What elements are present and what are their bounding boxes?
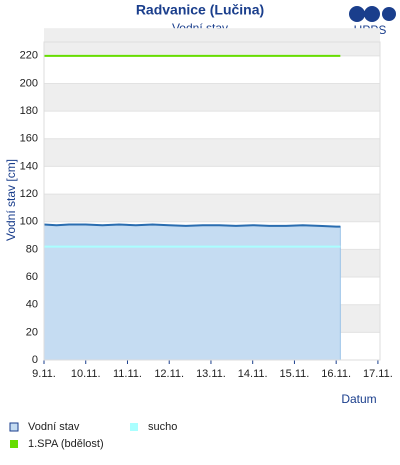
chart-title: Radvanice (Lučina) — [136, 2, 264, 18]
x-tick-label: 9.11. — [32, 368, 56, 380]
grid-band — [44, 194, 380, 222]
y-tick-label: 0 — [32, 354, 38, 366]
legend-label: Vodní stav — [28, 421, 80, 433]
area — [43, 223, 341, 361]
y-tick-label: 140 — [20, 160, 38, 172]
legend-label: sucho — [148, 421, 177, 433]
line — [43, 223, 341, 228]
grid-band — [44, 83, 380, 112]
legend-swatch — [10, 440, 18, 448]
x-axis-label: Datum — [341, 392, 376, 406]
x-tick-label: 11.11. — [113, 368, 142, 380]
y-tick-label: 60 — [26, 271, 38, 283]
legend-swatch — [130, 423, 138, 431]
x-tick-label: 12.11. — [154, 368, 184, 380]
y-tick-label: 180 — [20, 105, 38, 117]
x-tick-label: 14.11. — [238, 368, 268, 380]
y-tick-label: 120 — [20, 188, 38, 200]
x-tick-label: 16.11. — [321, 368, 351, 380]
y-tick-label: 20 — [26, 326, 38, 338]
logo-circle — [364, 6, 380, 22]
plot-border — [43, 41, 381, 361]
y-tick-label: 200 — [20, 77, 38, 89]
y-axis-label: Vodní stav [cm] — [4, 159, 18, 241]
y-tick-label: 80 — [26, 243, 38, 255]
logo-circle — [349, 6, 365, 22]
y-tick-label: 160 — [20, 133, 38, 145]
legend-label: 1.SPA (bdělost) — [28, 438, 104, 450]
y-tick-label: 40 — [26, 299, 38, 311]
y-tick-label: 220 — [20, 50, 38, 62]
x-tick-label: 15.11. — [280, 368, 310, 380]
logo-circle — [382, 7, 396, 21]
grid-band — [44, 138, 380, 167]
x-tick-label: 10.11. — [71, 368, 101, 380]
x-tick-label: 17.11. — [363, 368, 393, 380]
legend-swatch — [9, 422, 19, 432]
y-tick-label: 100 — [20, 216, 38, 228]
x-tick-label: 13.11. — [196, 368, 226, 380]
